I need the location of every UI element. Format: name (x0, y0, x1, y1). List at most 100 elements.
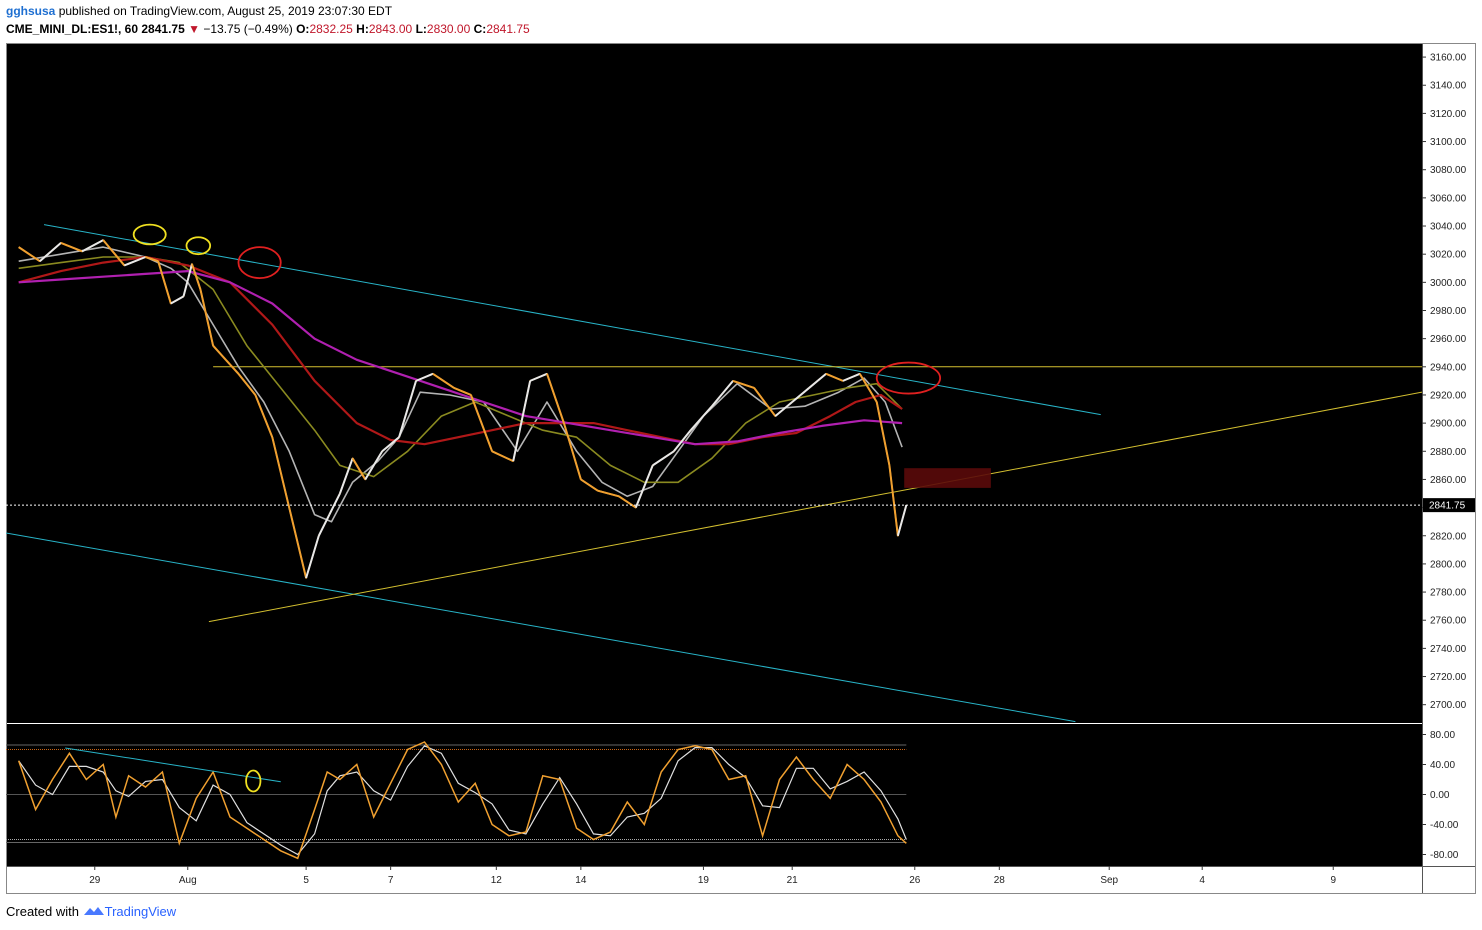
current-price-label: 2841.75 (1429, 501, 1466, 512)
close-label: C: (473, 22, 487, 36)
down-segment (351, 457, 367, 480)
open-label: O: (296, 22, 310, 36)
price-pane (6, 223, 1422, 723)
time-tick-label: Aug (179, 875, 197, 886)
down-arrow-icon: ▼ (188, 22, 200, 36)
time-tick-label: 14 (575, 875, 587, 886)
price-tick-label: 2780.00 (1430, 588, 1467, 599)
indicator-ma-slow (18, 255, 903, 446)
price-tick-label: 2980.00 (1430, 306, 1467, 317)
osc-k-line (17, 741, 907, 860)
up-segment (364, 450, 384, 480)
up-segment (774, 401, 793, 417)
price-tick-label: 2880.00 (1430, 447, 1467, 458)
chart-border (6, 43, 1476, 894)
up-segment (170, 295, 185, 305)
down-segment (432, 373, 455, 389)
up-segment (690, 405, 713, 431)
price-tick-label: 3140.00 (1430, 81, 1467, 92)
down-segment (491, 450, 514, 463)
time-tick-label: 7 (388, 875, 394, 886)
down-segment (157, 260, 172, 304)
up-segment (381, 436, 400, 453)
time-axis-background (6, 866, 1422, 894)
current-price-label-bg (1423, 498, 1475, 513)
created-with-text: Created with (6, 904, 79, 919)
down-segment (753, 387, 777, 417)
change-value: −13.75 (−0.49%) (203, 22, 293, 36)
price-axis-background (1422, 43, 1476, 894)
down-segment (60, 241, 83, 253)
published-text: published on TradingView.com, August 25,… (58, 4, 393, 18)
up-segment (123, 256, 146, 267)
close-value: 2841.75 (486, 22, 530, 36)
author-link[interactable]: gghsusa (6, 4, 56, 18)
indicator-ma-long (18, 270, 903, 446)
trendline-rising-support (208, 391, 1422, 623)
supply-zone (904, 468, 991, 488)
down-segment (18, 246, 41, 263)
tradingview-brand-link[interactable]: TradingView (104, 904, 177, 919)
down-segment (225, 359, 240, 375)
publish-line: gghsusa published on TradingView.com, Au… (6, 4, 392, 18)
price-tick-label: 3160.00 (1430, 53, 1467, 64)
time-tick-label: 28 (994, 875, 1006, 886)
price-tick-label: 2920.00 (1430, 390, 1467, 401)
time-tick-label: 5 (303, 875, 309, 886)
chart-header: gghsusa published on TradingView.com, Au… (6, 4, 1476, 40)
up-segment (39, 242, 62, 262)
plot-background (6, 43, 1422, 866)
osc-tick-label: 40.00 (1430, 760, 1455, 771)
low-label: L: (415, 22, 427, 36)
chart-area[interactable]: 3160.00 3140.00 3120.00 3100.00 3080.00 3060.… (6, 43, 1476, 894)
time-tick-label: 12 (491, 875, 503, 886)
down-segment (858, 373, 878, 403)
down-segment (618, 495, 637, 509)
price-tick-label: 2940.00 (1430, 362, 1467, 373)
down-segment (732, 379, 755, 389)
price-tick-label: 3080.00 (1430, 165, 1467, 176)
up-segment (415, 372, 434, 382)
down-segment (191, 263, 202, 290)
down-segment (271, 436, 291, 508)
price-tick-label: 3020.00 (1430, 250, 1467, 261)
up-segment (398, 380, 417, 438)
down-segment (546, 373, 565, 424)
osc-d-line (18, 745, 907, 856)
low-value: 2830.00 (426, 22, 471, 36)
chart-canvas[interactable]: 3160.00 3140.00 3120.00 3100.00 3080.00 3060.… (6, 43, 1476, 894)
down-segment (453, 387, 472, 396)
down-segment (562, 422, 582, 480)
price-tick-label: 2800.00 (1430, 559, 1467, 570)
annotation-ellipse (245, 769, 262, 793)
time-tick-label: Sep (1100, 875, 1118, 886)
symbol-line: CME_MINI_DL:ES1!, 60 2841.75 ▼ −13.75 (−… (6, 22, 530, 36)
up-segment (305, 535, 320, 579)
indicator-ma-fast (18, 246, 903, 523)
down-segment (597, 489, 620, 498)
up-segment (317, 514, 331, 537)
osc-trendline (65, 747, 281, 783)
up-segment (673, 429, 692, 452)
annotation-ellipse (185, 236, 212, 256)
osc-tick-label: -80.00 (1430, 850, 1459, 861)
down-segment (145, 256, 159, 263)
up-segment (81, 239, 104, 253)
price-tick-label: 2760.00 (1430, 616, 1467, 627)
price-tick-label: 3120.00 (1430, 109, 1467, 120)
tradingview-logo-icon (83, 907, 104, 915)
down-segment (288, 507, 308, 579)
time-tick-label: 29 (89, 875, 101, 886)
annotation-ellipse (237, 246, 282, 280)
up-segment (808, 373, 827, 389)
up-segment (634, 464, 654, 508)
trendline-upper-channel (43, 224, 1101, 416)
osc-tick-label: -40.00 (1430, 820, 1459, 831)
down-segment (470, 394, 494, 452)
annotation-ellipse (132, 223, 167, 246)
down-segment (199, 289, 215, 346)
time-tick-label: 26 (909, 875, 921, 886)
oscillator-pane (6, 741, 907, 860)
up-segment (711, 380, 734, 407)
up-segment (791, 387, 810, 403)
